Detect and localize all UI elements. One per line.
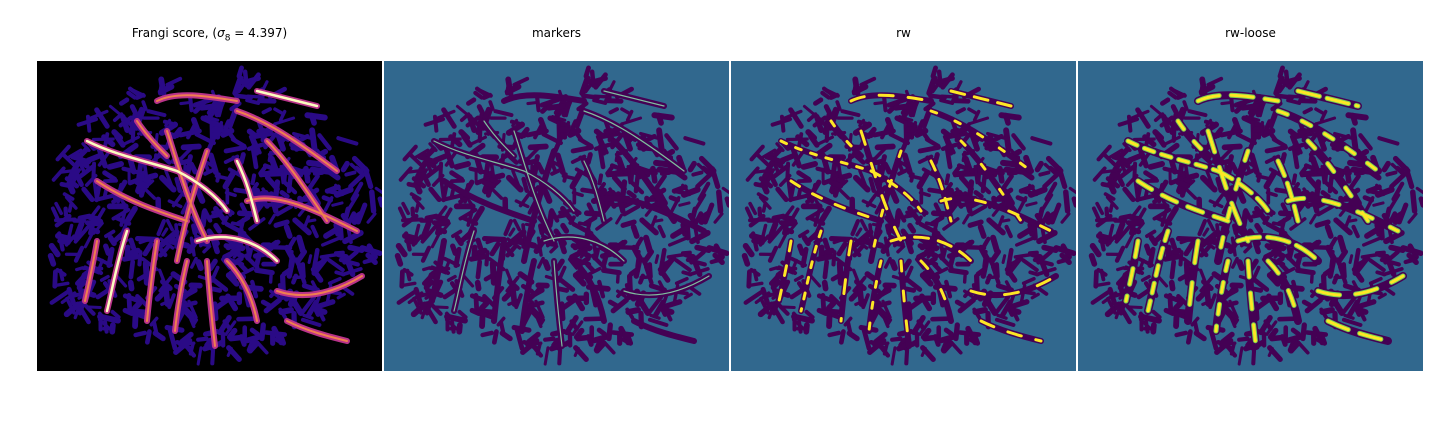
rw-image xyxy=(731,61,1076,371)
frangi-title: Frangi score, (σ8 = 4.397) xyxy=(131,26,288,44)
markers-title: markers xyxy=(531,26,582,40)
rw-title: rw xyxy=(896,26,911,40)
marker-lines xyxy=(433,90,710,347)
frangi-image xyxy=(37,61,382,371)
rw-segments xyxy=(777,89,1058,348)
rw-loose-image xyxy=(1078,61,1423,371)
vessel-core xyxy=(84,89,363,347)
rw-loose-panel: rw-loose xyxy=(1078,26,1423,371)
rw-loose-segments xyxy=(1124,89,1405,348)
markers-image xyxy=(384,61,729,371)
frangi-panel: Frangi score, (σ8 = 4.397) xyxy=(37,26,382,371)
rw-panel: rw xyxy=(731,26,1076,371)
markers-panel: markers xyxy=(384,26,729,371)
rw-loose-title: rw-loose xyxy=(1225,26,1276,40)
